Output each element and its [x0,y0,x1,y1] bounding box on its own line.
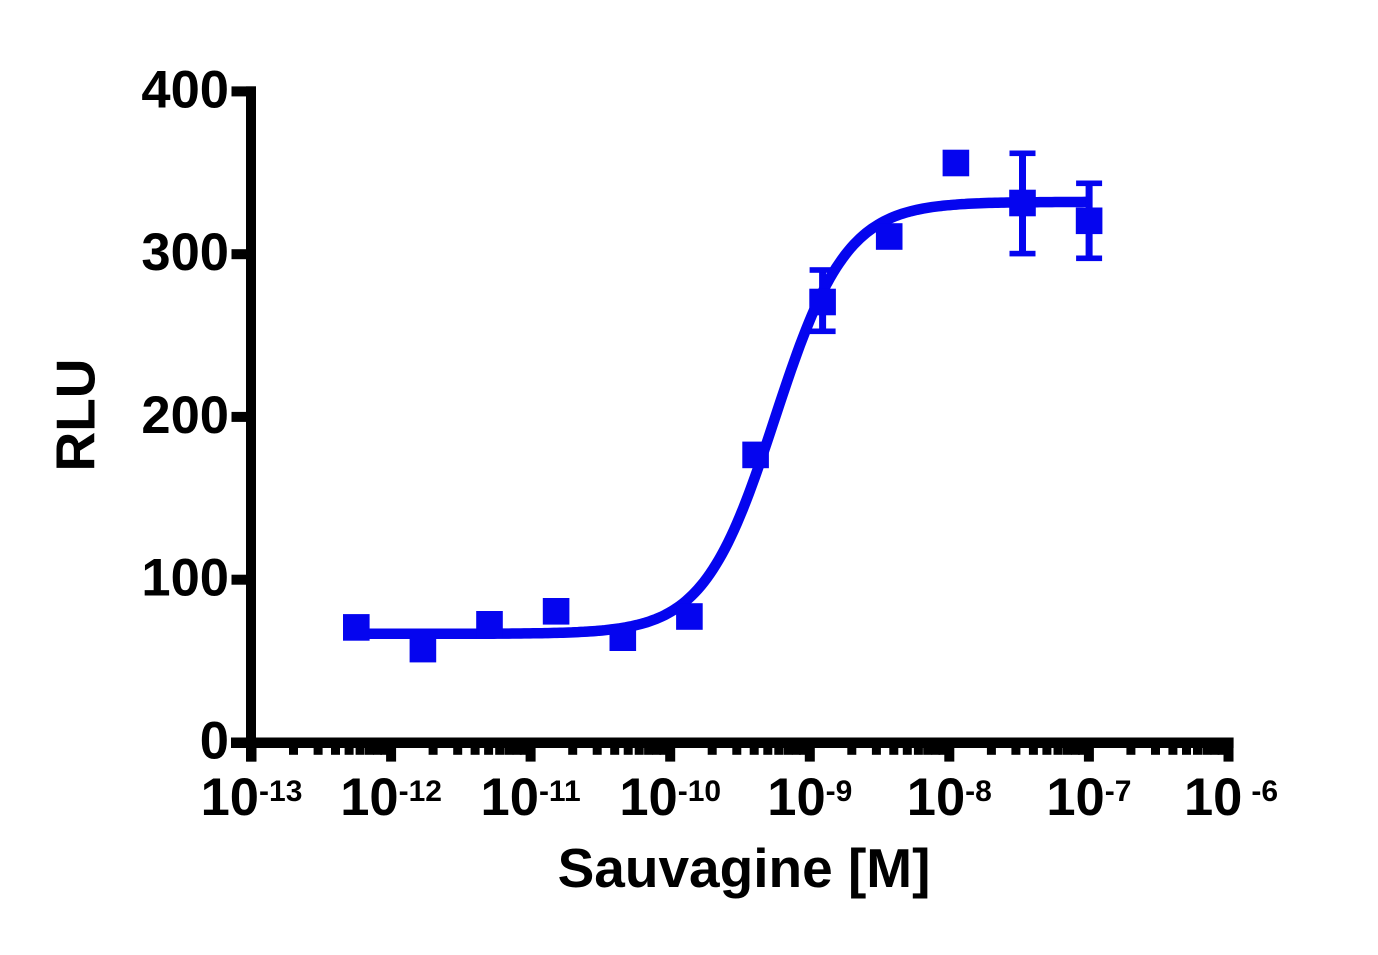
svg-text:10-10: 10-10 [619,768,721,827]
svg-text:400: 400 [141,60,229,119]
svg-text:200: 200 [141,386,229,445]
svg-text:10-9: 10-9 [767,768,852,827]
svg-text:RLU: RLU [44,358,106,471]
svg-text:Sauvagine [M]: Sauvagine [M] [558,837,931,899]
svg-text:0: 0 [200,712,229,771]
svg-text:100: 100 [141,549,229,608]
svg-text:300: 300 [141,223,229,282]
